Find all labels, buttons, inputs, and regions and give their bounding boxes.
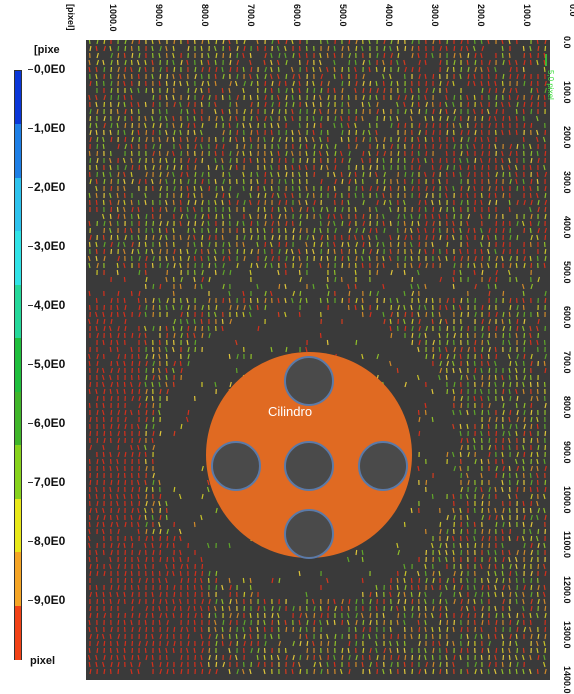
- cylinder-hole: [285, 510, 333, 558]
- cylinder-hole: [285, 357, 333, 405]
- cylinder-hole: [212, 442, 260, 490]
- reference-vector-label: 5,0 pixel: [546, 70, 554, 100]
- reference-vector: 5,0 pixel: [538, 52, 554, 102]
- cylinder-hole: [359, 442, 407, 490]
- cylinder-label: Cilindro: [268, 404, 312, 419]
- cylinder-hole: [285, 442, 333, 490]
